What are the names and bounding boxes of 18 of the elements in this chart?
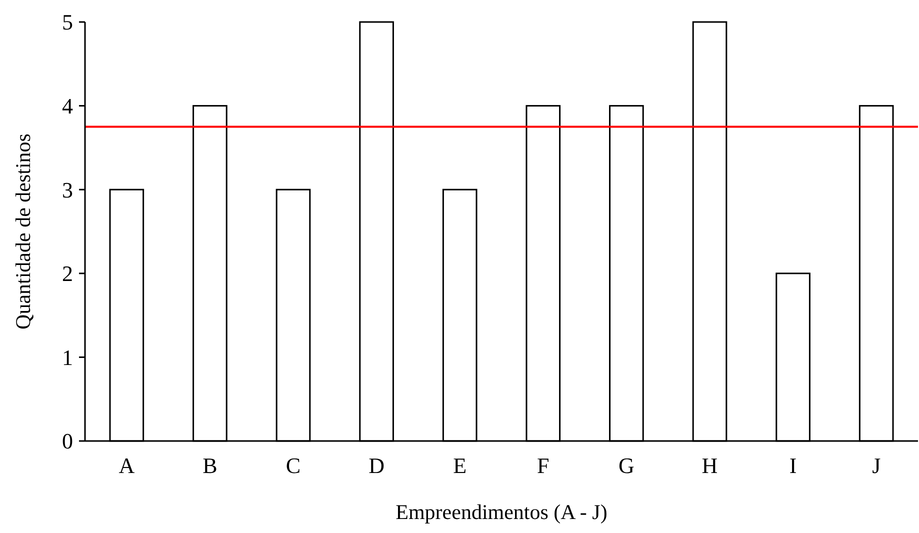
x-tick-label: C: [286, 453, 301, 478]
x-tick-label: G: [618, 453, 635, 478]
x-tick-label: H: [702, 453, 718, 478]
x-tick-label: J: [872, 453, 882, 478]
y-tick-label: 4: [62, 94, 73, 118]
x-axis-title: Empreendimentos (A - J): [396, 500, 608, 524]
x-tick-label: A: [118, 453, 135, 478]
x-tick-label: E: [453, 453, 467, 478]
x-tick-label: D: [368, 453, 384, 478]
y-tick-label: 2: [62, 261, 73, 286]
y-tick-label: 5: [62, 10, 73, 35]
y-tick-label: 0: [62, 428, 73, 454]
x-tick-label: F: [537, 453, 550, 478]
x-tick-label: B: [202, 453, 218, 478]
x-tick-label: I: [789, 453, 797, 478]
y-tick-label: 1: [62, 344, 73, 370]
y-axis-title: Quantidade de destinos: [11, 134, 35, 330]
y-tick-label: 3: [62, 177, 73, 202]
